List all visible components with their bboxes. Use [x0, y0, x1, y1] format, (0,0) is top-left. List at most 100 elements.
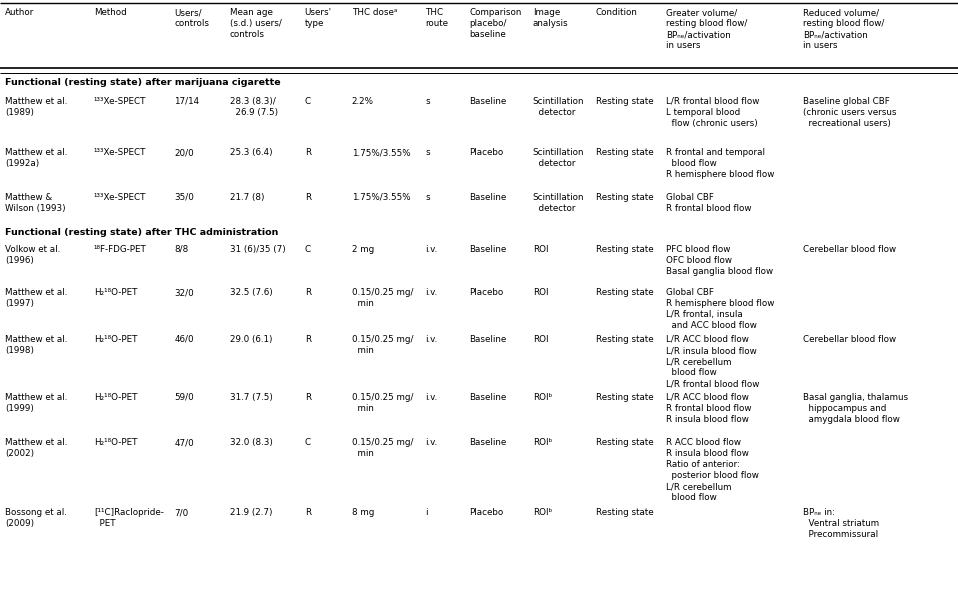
Text: Baseline: Baseline	[469, 438, 507, 447]
Text: ROI: ROI	[533, 335, 548, 344]
Text: Users/
controls: Users/ controls	[174, 8, 210, 28]
Text: H₂¹⁸O-PET: H₂¹⁸O-PET	[94, 393, 137, 402]
Text: Placebo: Placebo	[469, 508, 504, 517]
Text: Baseline: Baseline	[469, 245, 507, 254]
Text: R frontal and temporal
  blood flow
R hemisphere blood flow: R frontal and temporal blood flow R hemi…	[666, 148, 774, 179]
Text: Users'
type: Users' type	[305, 8, 331, 28]
Text: Functional (resting state) after THC administration: Functional (resting state) after THC adm…	[5, 228, 278, 237]
Text: s: s	[425, 193, 430, 202]
Text: ROIᵇ: ROIᵇ	[533, 508, 552, 517]
Text: Resting state: Resting state	[596, 393, 653, 402]
Text: Resting state: Resting state	[596, 438, 653, 447]
Text: Resting state: Resting state	[596, 508, 653, 517]
Text: [¹¹C]Raclopride-
  PET: [¹¹C]Raclopride- PET	[94, 508, 164, 528]
Text: H₂¹⁸O-PET: H₂¹⁸O-PET	[94, 288, 137, 297]
Text: i.v.: i.v.	[425, 335, 438, 344]
Text: C: C	[305, 97, 310, 106]
Text: Matthew et al.
(1992a): Matthew et al. (1992a)	[5, 148, 67, 168]
Text: H₂¹⁸O-PET: H₂¹⁸O-PET	[94, 335, 137, 344]
Text: C: C	[305, 438, 310, 447]
Text: i.v.: i.v.	[425, 438, 438, 447]
Text: ¹³³Xe-SPECT: ¹³³Xe-SPECT	[94, 148, 147, 157]
Text: R ACC blood flow
R insula blood flow
Ratio of anterior:
  posterior blood flow
L: R ACC blood flow R insula blood flow Rat…	[666, 438, 759, 502]
Text: 31.7 (7.5): 31.7 (7.5)	[230, 393, 273, 402]
Text: Matthew et al.
(1998): Matthew et al. (1998)	[5, 335, 67, 355]
Text: Matthew et al.
(1999): Matthew et al. (1999)	[5, 393, 67, 413]
Text: 21.7 (8): 21.7 (8)	[230, 193, 264, 202]
Text: Functional (resting state) after marijuana cigarette: Functional (resting state) after marijua…	[5, 78, 281, 87]
Text: 47/0: 47/0	[174, 438, 194, 447]
Text: Resting state: Resting state	[596, 288, 653, 297]
Text: Scintillation
  detector: Scintillation detector	[533, 97, 584, 117]
Text: Comparison
placebo/
baseline: Comparison placebo/ baseline	[469, 8, 522, 39]
Text: 7/0: 7/0	[174, 508, 189, 517]
Text: Baseline: Baseline	[469, 97, 507, 106]
Text: s: s	[425, 148, 430, 157]
Text: 2.2%: 2.2%	[352, 97, 374, 106]
Text: Resting state: Resting state	[596, 148, 653, 157]
Text: Condition: Condition	[596, 8, 638, 17]
Text: 25.3 (6.4): 25.3 (6.4)	[230, 148, 272, 157]
Text: 20/0: 20/0	[174, 148, 194, 157]
Text: L/R frontal blood flow
L temporal blood
  flow (chronic users): L/R frontal blood flow L temporal blood …	[666, 97, 759, 128]
Text: 32/0: 32/0	[174, 288, 194, 297]
Text: Bossong et al.
(2009): Bossong et al. (2009)	[5, 508, 67, 528]
Text: i: i	[425, 508, 428, 517]
Text: 1.75%/3.55%: 1.75%/3.55%	[352, 148, 410, 157]
Text: Baseline global CBF
(chronic users versus
  recreational users): Baseline global CBF (chronic users versu…	[803, 97, 897, 128]
Text: Scintillation
  detector: Scintillation detector	[533, 148, 584, 168]
Text: Resting state: Resting state	[596, 245, 653, 254]
Text: R: R	[305, 393, 310, 402]
Text: ROIᵇ: ROIᵇ	[533, 438, 552, 447]
Text: L/R ACC blood flow
L/R insula blood flow
L/R cerebellum
  blood flow
L/R frontal: L/R ACC blood flow L/R insula blood flow…	[666, 335, 759, 388]
Text: Matthew et al.
(1989): Matthew et al. (1989)	[5, 97, 67, 117]
Text: ¹⁸F-FDG-PET: ¹⁸F-FDG-PET	[94, 245, 147, 254]
Text: 32.5 (7.6): 32.5 (7.6)	[230, 288, 273, 297]
Text: L/R ACC blood flow
R frontal blood flow
R insula blood flow: L/R ACC blood flow R frontal blood flow …	[666, 393, 751, 424]
Text: R: R	[305, 148, 310, 157]
Text: i.v.: i.v.	[425, 393, 438, 402]
Text: C: C	[305, 245, 310, 254]
Text: 17/14: 17/14	[174, 97, 199, 106]
Text: 0.15/0.25 mg/
  min: 0.15/0.25 mg/ min	[352, 393, 413, 413]
Text: Baseline: Baseline	[469, 393, 507, 402]
Text: Resting state: Resting state	[596, 193, 653, 202]
Text: Matthew et al.
(1997): Matthew et al. (1997)	[5, 288, 67, 308]
Text: 0.15/0.25 mg/
  min: 0.15/0.25 mg/ min	[352, 335, 413, 355]
Text: 35/0: 35/0	[174, 193, 194, 202]
Text: H₂¹⁸O-PET: H₂¹⁸O-PET	[94, 438, 137, 447]
Text: THC doseᵃ: THC doseᵃ	[352, 8, 397, 17]
Text: Method: Method	[94, 8, 126, 17]
Text: 8 mg: 8 mg	[352, 508, 374, 517]
Text: ¹³³Xe-SPECT: ¹³³Xe-SPECT	[94, 193, 147, 202]
Text: R: R	[305, 335, 310, 344]
Text: Resting state: Resting state	[596, 335, 653, 344]
Text: 21.9 (2.7): 21.9 (2.7)	[230, 508, 272, 517]
Text: ROI: ROI	[533, 245, 548, 254]
Text: BPₙₑ in:
  Ventral striatum
  Precommissural: BPₙₑ in: Ventral striatum Precommissural	[803, 508, 878, 539]
Text: R: R	[305, 193, 310, 202]
Text: Placebo: Placebo	[469, 148, 504, 157]
Text: THC
route: THC route	[425, 8, 448, 28]
Text: Matthew &
Wilson (1993): Matthew & Wilson (1993)	[5, 193, 65, 213]
Text: 59/0: 59/0	[174, 393, 194, 402]
Text: i.v.: i.v.	[425, 288, 438, 297]
Text: 0.15/0.25 mg/
  min: 0.15/0.25 mg/ min	[352, 288, 413, 308]
Text: Cerebellar blood flow: Cerebellar blood flow	[803, 245, 896, 254]
Text: Resting state: Resting state	[596, 97, 653, 106]
Text: 31 (6)/35 (7): 31 (6)/35 (7)	[230, 245, 285, 254]
Text: Baseline: Baseline	[469, 335, 507, 344]
Text: ROI: ROI	[533, 288, 548, 297]
Text: R: R	[305, 508, 310, 517]
Text: Global CBF
R hemisphere blood flow
L/R frontal, insula
  and ACC blood flow: Global CBF R hemisphere blood flow L/R f…	[666, 288, 774, 330]
Text: i.v.: i.v.	[425, 245, 438, 254]
Text: Greater volume/
resting blood flow/
BPₙₑ/activation
in users: Greater volume/ resting blood flow/ BPₙₑ…	[666, 8, 747, 50]
Text: Image
analysis: Image analysis	[533, 8, 568, 28]
Text: 32.0 (8.3): 32.0 (8.3)	[230, 438, 273, 447]
Text: Matthew et al.
(2002): Matthew et al. (2002)	[5, 438, 67, 458]
Text: Cerebellar blood flow: Cerebellar blood flow	[803, 335, 896, 344]
Text: 28.3 (8.3)/
  26.9 (7.5): 28.3 (8.3)/ 26.9 (7.5)	[230, 97, 278, 117]
Text: Mean age
(s.d.) users/
controls: Mean age (s.d.) users/ controls	[230, 8, 282, 39]
Text: s: s	[425, 97, 430, 106]
Text: 46/0: 46/0	[174, 335, 194, 344]
